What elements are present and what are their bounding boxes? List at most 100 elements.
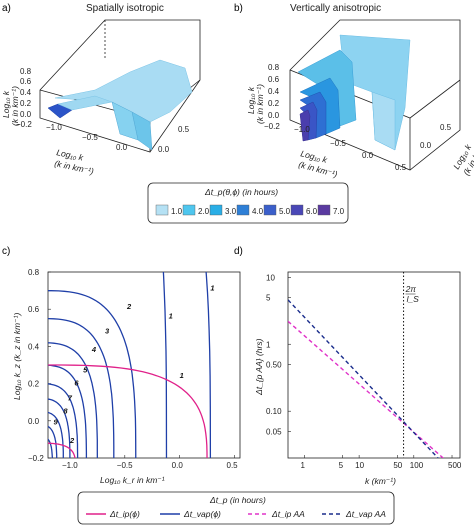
vap-contour bbox=[48, 383, 79, 458]
vap-contour bbox=[205, 272, 212, 458]
series-line bbox=[288, 320, 445, 458]
series-lines bbox=[288, 299, 445, 458]
z-tick: 0.4 bbox=[20, 88, 32, 97]
legend-top-items: 1.0 2.0 3.0 4.0 5.0 6.0 7.0 bbox=[155, 204, 345, 216]
legend-bottom-items: Δt_ip(ϕ) Δt_vap(ϕ) Δt_ip AA Δt_vap AA bbox=[86, 509, 386, 519]
vap-contour bbox=[48, 317, 115, 458]
legend-label: 6.0 bbox=[306, 207, 318, 216]
x-tick: 0.0 bbox=[362, 151, 374, 160]
legend-label: 7.0 bbox=[333, 207, 345, 216]
x-tick: −1.0 bbox=[294, 125, 310, 134]
panel-b: b) Vertically anisotropic 0.8 0.6 0.4 0.… bbox=[234, 3, 474, 179]
panel-b-surface bbox=[297, 34, 411, 151]
z-tick: 0.2 bbox=[20, 99, 32, 108]
contour-label: 8 bbox=[63, 406, 68, 415]
z-tick: 0.8 bbox=[268, 63, 280, 72]
x-tick: 0.0 bbox=[116, 143, 128, 152]
vap-contour bbox=[48, 425, 58, 458]
contour-label: 7 bbox=[68, 393, 73, 402]
vap-contour bbox=[48, 411, 64, 458]
legend-swatch bbox=[182, 204, 196, 216]
y-tick-label: 0.4 bbox=[28, 342, 40, 351]
y-tick-label: 10 bbox=[266, 273, 275, 282]
x-tick-label: 5 bbox=[339, 461, 344, 470]
contour-label: 5 bbox=[83, 365, 88, 374]
x-tick: −0.5 bbox=[82, 133, 98, 142]
chart-d-ylabel: Δt_{p AA} (hrs) bbox=[254, 338, 264, 396]
chart-c-xlabel: Log₁₀ k_r in km⁻¹ bbox=[100, 475, 165, 485]
x-tick-label: 500 bbox=[448, 461, 462, 470]
contour-label: 2 bbox=[69, 436, 75, 445]
panel-d-letter: d) bbox=[234, 246, 243, 257]
ip-contour bbox=[48, 364, 208, 458]
legend-swatch bbox=[290, 204, 304, 216]
legend-label: 3.0 bbox=[225, 207, 237, 216]
panel-a-z-unit: (k in km⁻¹) bbox=[10, 86, 20, 126]
y-tick-label: 0.05 bbox=[266, 427, 282, 436]
x-tick: −1.0 bbox=[46, 123, 62, 132]
series-line bbox=[288, 299, 439, 458]
x-tick: −0.5 bbox=[330, 139, 346, 148]
panel-b-title: Vertically anisotropic bbox=[290, 3, 381, 14]
contour-label: 1 bbox=[169, 312, 173, 321]
z-tick: 0.0 bbox=[20, 110, 32, 119]
vap-contour bbox=[48, 342, 98, 458]
contour-label: 1 bbox=[180, 371, 184, 380]
x-tick-label: 0.0 bbox=[172, 461, 184, 470]
x-tick-label: −1.0 bbox=[62, 461, 78, 470]
panel-b-letter: b) bbox=[234, 3, 243, 14]
ip-contour bbox=[48, 442, 76, 458]
chart-d-xlabel: k (km⁻¹) bbox=[365, 476, 396, 486]
panel-a-letter: a) bbox=[2, 3, 11, 14]
panel-c: c) −1.0 −0.5 0.0 0.5 −0.2 0.0 0.2 0.4 0.6 0.8 1 1 2 3… bbox=[2, 246, 241, 485]
vap-contour bbox=[48, 364, 88, 458]
legend-label: 1.0 bbox=[171, 207, 183, 216]
y-tick: 0.0 bbox=[420, 141, 432, 150]
chart-c-ylabel: Log₁₀ k_z (k_z in km⁻¹) bbox=[12, 313, 22, 400]
contour-label: 2 bbox=[126, 302, 132, 311]
legend-label: Δt_vap(ϕ) bbox=[183, 509, 221, 519]
legend-bottom-title: Δt_p (in hours) bbox=[209, 495, 266, 505]
y-tick-label: 0.8 bbox=[28, 268, 40, 277]
z-tick: 0.8 bbox=[20, 67, 32, 76]
legend-bottom-frame bbox=[77, 491, 395, 525]
legend-label: Δt_ip AA bbox=[271, 509, 305, 519]
x-tick-label: 100 bbox=[410, 461, 424, 470]
z-tick: −0.2 bbox=[264, 122, 280, 131]
vline-label-bottom: l_S bbox=[407, 294, 420, 304]
legend-top-title: Δt_p(θ,ϕ) (in hours) bbox=[204, 187, 278, 197]
legend-label: 5.0 bbox=[279, 207, 291, 216]
z-tick: 0.6 bbox=[20, 77, 32, 86]
y-tick-label: 0.50 bbox=[266, 360, 282, 369]
panel-a-surface bbox=[47, 59, 193, 151]
x-tick-label: −0.5 bbox=[117, 461, 133, 470]
z-tick: 0.6 bbox=[268, 75, 280, 84]
contour-label: 9 bbox=[53, 418, 58, 427]
z-tick: 0.2 bbox=[268, 99, 280, 108]
y-tick: 0.0 bbox=[158, 145, 170, 154]
legend-bottom: Δt_p (in hours) Δt_ip(ϕ) Δt_vap(ϕ) Δt_ip A… bbox=[77, 491, 395, 525]
legend-label: Δt_ip(ϕ) bbox=[109, 509, 140, 519]
y-tick-label: 5 bbox=[266, 293, 271, 302]
x-tick-label: 10 bbox=[355, 461, 364, 470]
legend-top: Δt_p(θ,ϕ) (in hours) 1.0 2.0 3.0 4.0 5.0 6.0 7… bbox=[147, 182, 349, 224]
y-tick-label: 0.6 bbox=[28, 305, 40, 314]
x-tick: 0.5 bbox=[395, 163, 407, 172]
vap-contour bbox=[48, 398, 71, 458]
z-tick: 0.0 bbox=[268, 111, 280, 120]
panel-b-z-ticks: 0.8 0.6 0.4 0.2 0.0 −0.2 bbox=[264, 63, 280, 131]
x-tick-label: 0.5 bbox=[227, 461, 239, 470]
y-tick-label: 1 bbox=[266, 340, 271, 349]
panel-b-z-label: Log₁₀ k bbox=[246, 86, 256, 114]
x-tick-label: 50 bbox=[393, 461, 402, 470]
legend-swatch bbox=[155, 204, 169, 216]
y-tick-label: 0.2 bbox=[28, 380, 40, 389]
legend-label: 4.0 bbox=[252, 207, 264, 216]
legend-swatch bbox=[317, 204, 331, 216]
chart-c: −1.0 −0.5 0.0 0.5 −0.2 0.0 0.2 0.4 0.6 0.8 1 1 2 3 4 56… bbox=[28, 268, 241, 470]
legend-swatch bbox=[209, 204, 223, 216]
panel-a: a) Spatially isotropic 0.8 0.6 0.4 0.2 0… bbox=[1, 3, 201, 176]
vline-label-top: 2π bbox=[405, 284, 417, 294]
panel-a-z-ticks: 0.8 0.6 0.4 0.2 0.0 −0.2 bbox=[16, 67, 32, 129]
